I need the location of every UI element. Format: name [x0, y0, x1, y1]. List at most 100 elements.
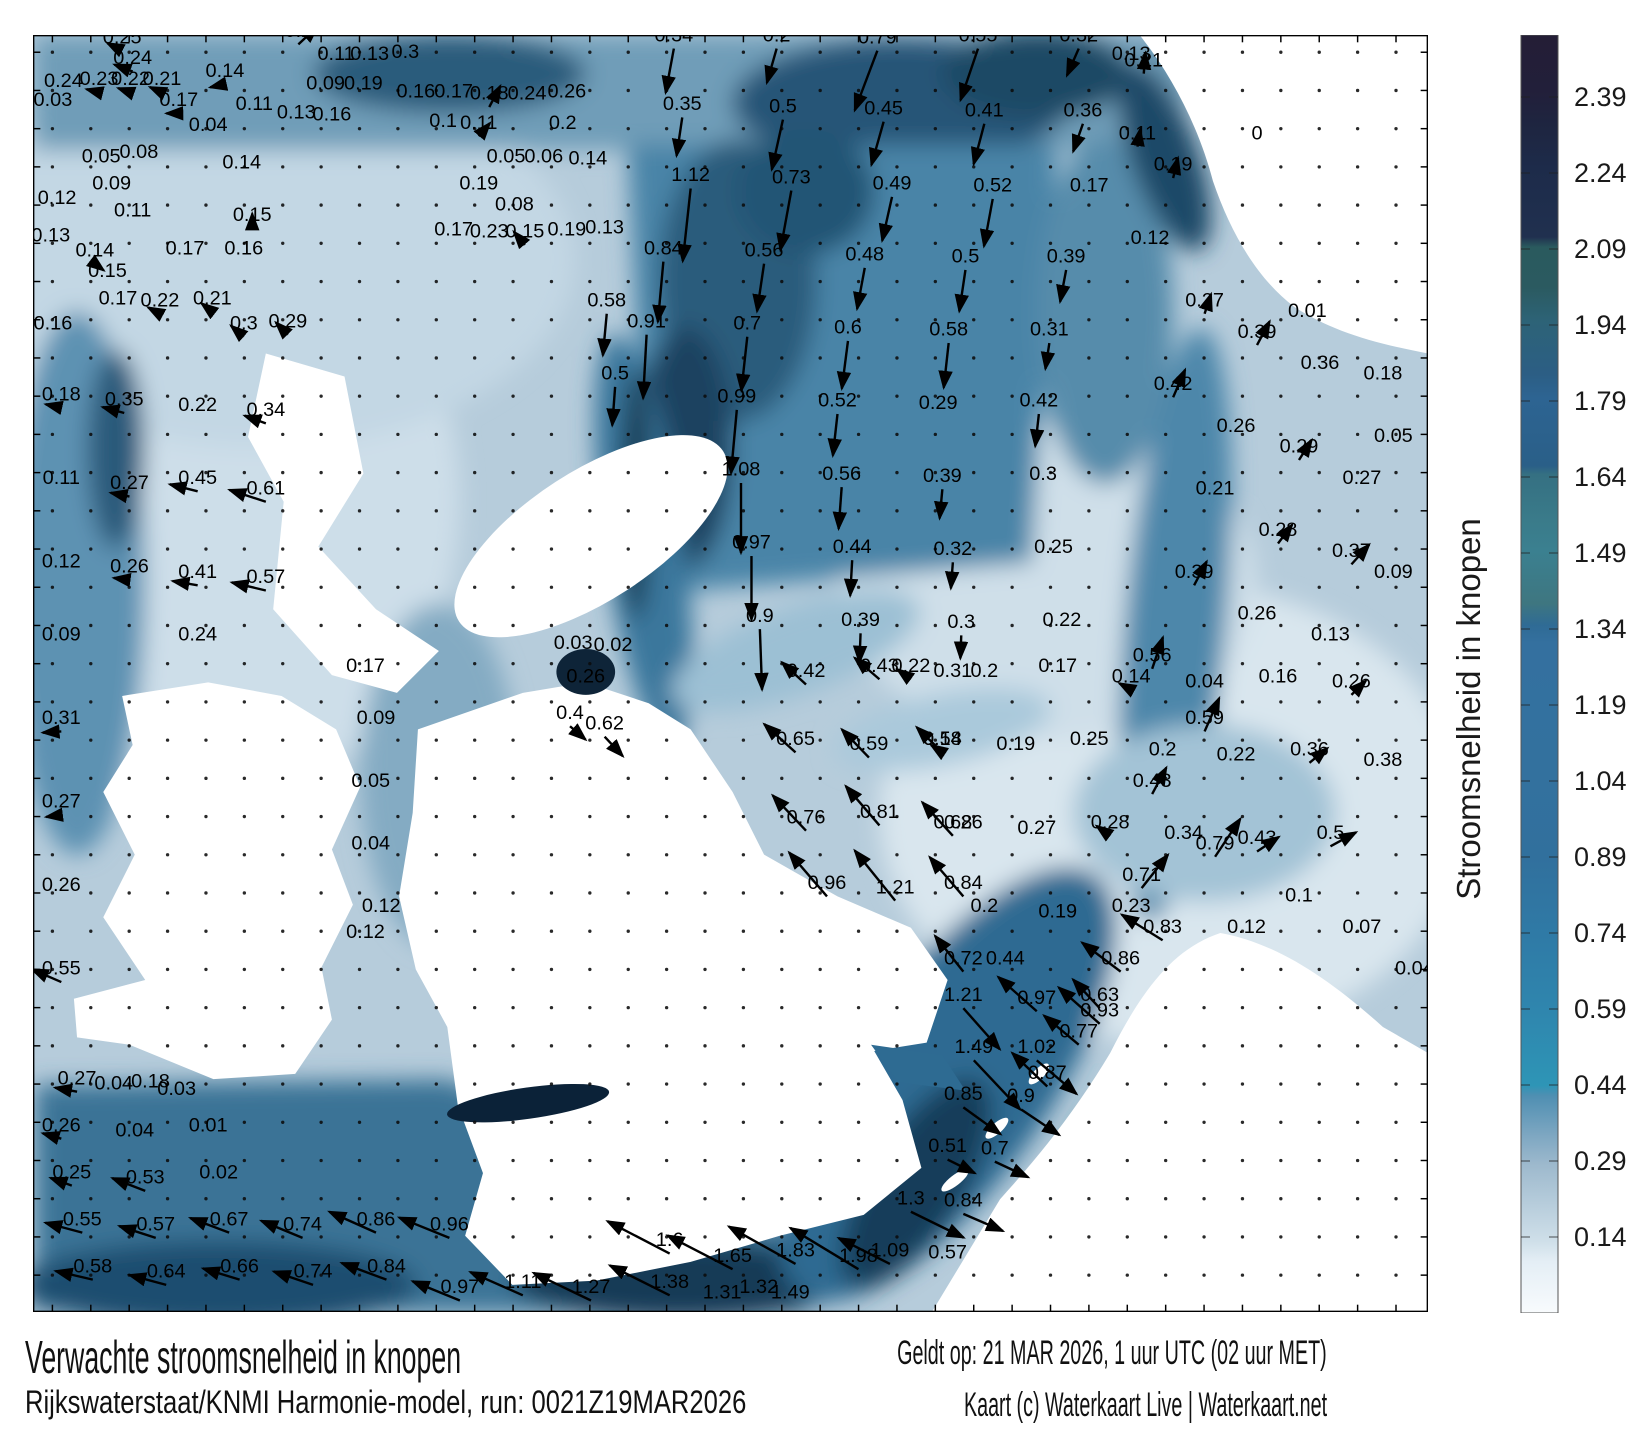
- svg-text:0.26: 0.26: [1238, 603, 1277, 625]
- svg-text:0.27: 0.27: [1017, 817, 1056, 839]
- svg-text:0.14: 0.14: [75, 239, 114, 261]
- svg-text:0.57: 0.57: [928, 1242, 967, 1264]
- svg-text:0.43: 0.43: [1238, 827, 1277, 849]
- svg-text:0.14: 0.14: [206, 60, 245, 82]
- svg-text:1.94: 1.94: [1574, 310, 1627, 340]
- svg-text:0.66: 0.66: [220, 1255, 259, 1277]
- map-title: Verwachte stroomsnelheid in knopen: [25, 1331, 462, 1383]
- svg-text:0.84: 0.84: [944, 1190, 983, 1212]
- svg-text:0.09: 0.09: [357, 707, 396, 729]
- svg-text:0.54: 0.54: [923, 728, 962, 750]
- svg-text:0.12: 0.12: [42, 551, 81, 573]
- svg-text:0.39: 0.39: [841, 609, 880, 631]
- svg-text:0.3: 0.3: [1029, 463, 1057, 485]
- svg-text:0.29: 0.29: [1280, 436, 1319, 458]
- land-ireland: [73, 682, 361, 1080]
- svg-text:0.31: 0.31: [933, 660, 972, 682]
- svg-text:0.6: 0.6: [834, 317, 862, 339]
- svg-text:0.99: 0.99: [717, 386, 756, 408]
- svg-text:1.32: 1.32: [739, 1276, 778, 1298]
- svg-text:0.04: 0.04: [1395, 958, 1428, 980]
- svg-text:0.19: 0.19: [344, 72, 383, 94]
- svg-text:0.21: 0.21: [1124, 49, 1163, 71]
- svg-text:0.45: 0.45: [864, 97, 903, 119]
- svg-text:0.13: 0.13: [33, 225, 70, 247]
- svg-text:0.19: 0.19: [547, 219, 586, 241]
- svg-text:0.42: 0.42: [1019, 390, 1058, 412]
- land-continent: [931, 932, 1428, 1312]
- svg-text:1.38: 1.38: [650, 1271, 689, 1293]
- svg-text:0.41: 0.41: [965, 99, 1004, 121]
- svg-text:0.36: 0.36: [1290, 739, 1329, 761]
- svg-text:0.05: 0.05: [1374, 425, 1413, 447]
- svg-text:0.12: 0.12: [1227, 916, 1266, 938]
- svg-text:0.27: 0.27: [110, 472, 149, 494]
- svg-text:0.02: 0.02: [594, 634, 633, 656]
- svg-text:0.91: 0.91: [627, 310, 666, 332]
- svg-text:0.97: 0.97: [732, 532, 771, 554]
- svg-text:0.44: 0.44: [1574, 1070, 1627, 1100]
- svg-text:0.04: 0.04: [351, 832, 390, 854]
- colorbar: 2.39 2.24 2.09 1.94 1.79 1.64 1.49 1.34 1.19 1.04…: [1450, 35, 1627, 1313]
- svg-text:0.17: 0.17: [1070, 175, 1109, 197]
- svg-text:0: 0: [1251, 122, 1262, 144]
- svg-text:0.59: 0.59: [1185, 707, 1224, 729]
- svg-text:0.85: 0.85: [944, 1083, 983, 1105]
- svg-text:0.16: 0.16: [1259, 665, 1298, 687]
- colorbar-gradient-bar: [1520, 35, 1559, 1313]
- svg-text:0.86: 0.86: [357, 1208, 396, 1230]
- svg-text:0.72: 0.72: [944, 947, 983, 969]
- svg-text:0.15: 0.15: [233, 204, 272, 226]
- svg-text:0.36: 0.36: [1301, 352, 1340, 374]
- land-jutland: [1139, 35, 1428, 354]
- svg-text:0.62: 0.62: [585, 712, 624, 734]
- svg-text:1.12: 1.12: [671, 164, 710, 186]
- svg-text:0.26: 0.26: [944, 812, 983, 834]
- svg-text:0.13: 0.13: [350, 43, 389, 65]
- svg-text:0.81: 0.81: [860, 801, 899, 823]
- svg-text:0.27: 0.27: [58, 1067, 97, 1089]
- svg-text:0.3: 0.3: [947, 611, 975, 633]
- svg-text:0.7: 0.7: [981, 1137, 1009, 1159]
- svg-text:1.3: 1.3: [897, 1187, 925, 1209]
- svg-text:0.11: 0.11: [460, 112, 497, 134]
- svg-text:0.02: 0.02: [199, 1161, 238, 1183]
- map-canvas: 0.250.240.240.230.220.21 0.140.03 0.17 0.11…: [33, 35, 1428, 1312]
- svg-text:0.34: 0.34: [1164, 822, 1203, 844]
- svg-text:0.74: 0.74: [1574, 918, 1627, 948]
- svg-text:0.03: 0.03: [554, 632, 593, 654]
- svg-text:1.49: 1.49: [1574, 538, 1627, 568]
- svg-text:0.05: 0.05: [351, 770, 390, 792]
- svg-text:0.17: 0.17: [99, 287, 138, 309]
- svg-text:0.32: 0.32: [1059, 35, 1098, 46]
- svg-text:0.22: 0.22: [141, 290, 180, 312]
- svg-text:0.52: 0.52: [818, 390, 857, 412]
- land-scotland: [248, 353, 439, 693]
- land-england: [399, 682, 948, 1285]
- svg-text:0.04: 0.04: [1185, 671, 1224, 693]
- svg-text:0.55: 0.55: [63, 1208, 102, 1230]
- svg-text:0.48: 0.48: [845, 244, 884, 266]
- svg-text:0.21: 0.21: [143, 68, 182, 90]
- svg-text:0.56: 0.56: [745, 239, 784, 261]
- svg-text:0.61: 0.61: [246, 477, 285, 499]
- svg-text:0.26: 0.26: [110, 556, 149, 578]
- svg-text:0.18: 0.18: [42, 383, 81, 405]
- grid-dot-layer: [50, 50, 1398, 1277]
- svg-text:0.04: 0.04: [189, 114, 228, 136]
- svg-text:0.57: 0.57: [136, 1214, 175, 1236]
- svg-text:0.13: 0.13: [1311, 624, 1350, 646]
- svg-text:0.51: 0.51: [928, 1135, 967, 1157]
- svg-text:0.32: 0.32: [933, 538, 972, 560]
- svg-text:0.74: 0.74: [283, 1214, 322, 1236]
- model-run-caption: Rijkswaterstaat/KNMI Harmonie-model, run…: [25, 1384, 747, 1420]
- svg-text:0.24: 0.24: [113, 47, 152, 69]
- svg-text:0.27: 0.27: [1343, 467, 1382, 489]
- svg-text:0.5: 0.5: [952, 246, 980, 268]
- svg-text:0.2: 0.2: [285, 35, 313, 42]
- land-wadden-island: [941, 1169, 969, 1192]
- svg-text:0.17: 0.17: [159, 89, 198, 111]
- svg-text:0.44: 0.44: [986, 947, 1025, 969]
- svg-text:0.26: 0.26: [1217, 415, 1256, 437]
- svg-text:0.19: 0.19: [1154, 154, 1193, 176]
